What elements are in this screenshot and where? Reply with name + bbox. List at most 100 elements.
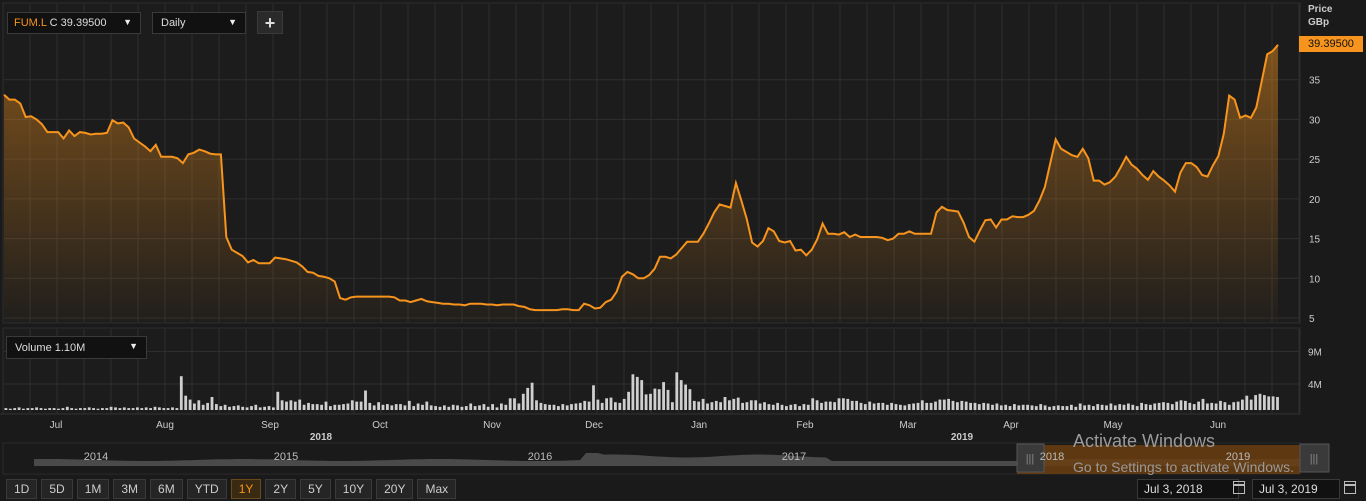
volume-bar: [1135, 406, 1139, 410]
volume-bar: [789, 404, 793, 410]
range-button-5d[interactable]: 5D: [41, 479, 73, 499]
volume-bar: [118, 408, 122, 410]
range-buttons: 1D 5D 1M 3M 6M YTD 1Y 2Y 5Y 10Y 20Y Max: [6, 479, 457, 499]
navigator-selection[interactable]: [1017, 445, 1300, 474]
volume-bar: [710, 402, 714, 410]
volume-bar: [732, 398, 736, 410]
volume-bar: [1061, 406, 1065, 410]
volume-bar: [671, 402, 674, 410]
volume-bar: [600, 402, 604, 410]
add-indicator-button[interactable]: +: [257, 11, 283, 34]
volume-bar: [158, 407, 161, 410]
volume-bar: [386, 404, 389, 410]
volume-bar: [903, 405, 907, 410]
date-from-field[interactable]: Jul 3, 2018: [1137, 479, 1239, 499]
volume-bar: [977, 404, 981, 410]
volume-bar: [70, 408, 74, 410]
range-button-2y[interactable]: 2Y: [265, 479, 297, 499]
volume-bar: [684, 384, 687, 410]
volume-bar: [74, 408, 78, 410]
volume-bar: [592, 385, 595, 410]
volume-bar: [934, 401, 937, 410]
volume-bar: [697, 401, 701, 410]
volume-bar: [877, 402, 880, 410]
volume-select[interactable]: Volume 1.10M ▼: [6, 336, 147, 359]
volume-bar: [447, 406, 451, 411]
calendar-icon[interactable]: [1344, 481, 1356, 494]
volume-bar: [1232, 402, 1236, 410]
volume-bar: [1070, 404, 1073, 410]
volume-bar: [1263, 395, 1266, 410]
price-tick-label: 10: [1309, 274, 1321, 285]
volume-bar: [478, 405, 481, 410]
volume-bar: [1197, 401, 1200, 410]
navigator-left-handle[interactable]: [1016, 443, 1045, 473]
volume-bar: [521, 393, 525, 411]
volume-bar: [982, 402, 986, 410]
volume-bar: [855, 400, 858, 410]
range-button-1d[interactable]: 1D: [6, 479, 38, 499]
range-button-max[interactable]: Max: [417, 479, 457, 499]
volume-bar: [640, 380, 644, 410]
volume-bar: [1131, 404, 1135, 410]
period-select[interactable]: Daily ▼: [152, 12, 246, 34]
volume-bar: [311, 404, 315, 410]
volume-bar: [1021, 404, 1025, 410]
volume-bar: [894, 404, 898, 410]
volume-bar: [1201, 398, 1205, 410]
volume-bar: [956, 402, 959, 410]
range-button-20y[interactable]: 20Y: [376, 479, 414, 499]
volume-bar: [824, 401, 828, 410]
volume-bar: [771, 404, 775, 410]
volume-bar: [443, 405, 446, 410]
volume-bar: [1065, 406, 1069, 410]
navigator-right-handle[interactable]: [1299, 443, 1330, 473]
volume-bar: [850, 400, 854, 410]
date-to-field[interactable]: Jul 3, 2019: [1252, 479, 1340, 499]
volume-bar: [149, 408, 152, 410]
volume-bar: [44, 408, 47, 410]
range-button-3m[interactable]: 3M: [113, 479, 147, 499]
volume-bar: [35, 407, 38, 410]
volume-bar: [736, 397, 740, 410]
volume-bar: [241, 406, 245, 411]
volume-label: Volume 1.10M: [15, 342, 86, 354]
volume-bar: [1245, 395, 1249, 410]
volume-bar: [451, 404, 455, 410]
dropdown-arrow-icon: ▼: [228, 17, 237, 27]
volume-bar: [557, 406, 560, 410]
volume-bar: [964, 401, 968, 410]
calendar-icon[interactable]: [1233, 481, 1245, 494]
volume-bar: [364, 390, 367, 410]
volume-bar: [798, 406, 801, 410]
volume-bar: [403, 405, 407, 410]
range-button-5y[interactable]: 5Y: [300, 479, 331, 499]
volume-bar: [614, 402, 617, 410]
ticker-select[interactable]: FUM.L C 39.39500 ▼: [7, 12, 141, 34]
volume-bar: [627, 391, 630, 410]
volume-bar: [899, 404, 902, 410]
volume-bar: [399, 404, 402, 410]
range-button-1m[interactable]: 1M: [76, 479, 110, 499]
volume-bar: [635, 376, 639, 410]
volume-bar: [394, 404, 398, 410]
volume-bar: [1034, 406, 1038, 410]
range-button-1y[interactable]: 1Y: [230, 479, 262, 499]
month-label: Sep: [261, 420, 279, 431]
year-label: 2019: [951, 432, 974, 443]
volume-bar: [469, 403, 473, 410]
volume-bar: [1004, 404, 1008, 410]
range-button-10y[interactable]: 10Y: [334, 479, 373, 499]
volume-bar: [991, 404, 994, 410]
volume-bar: [175, 408, 179, 410]
volume-bar: [916, 402, 920, 410]
volume-bar: [359, 401, 363, 410]
range-button-ytd[interactable]: YTD: [186, 479, 227, 499]
month-label: Apr: [1003, 420, 1019, 431]
range-button-6m[interactable]: 6M: [150, 479, 183, 499]
volume-bar: [947, 398, 950, 410]
volume-bar: [1192, 404, 1196, 410]
volume-bar: [22, 408, 25, 410]
volume-bar: [109, 406, 113, 411]
